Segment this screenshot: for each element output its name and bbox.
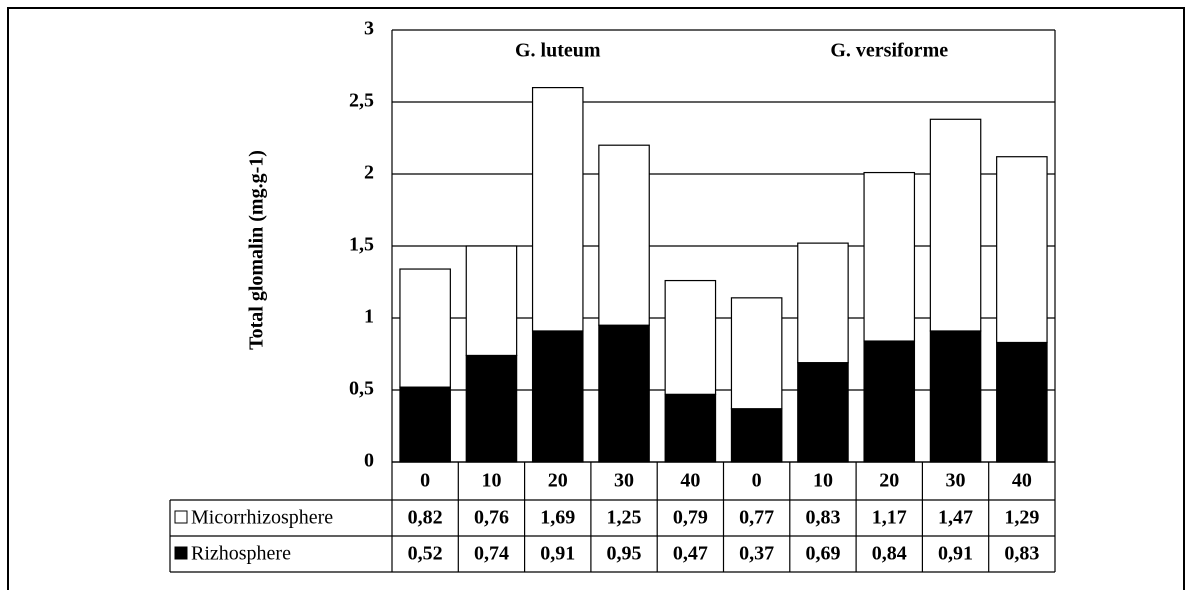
legend-swatch [174, 546, 188, 560]
bar-segment [929, 118, 982, 332]
bar-segment [664, 279, 717, 395]
data-label: 1,25 [607, 507, 642, 529]
x-tick-label: 0 [752, 470, 762, 492]
y-tick-label: 1,5 [349, 234, 374, 256]
bar-segment [531, 330, 584, 463]
data-label: 0,69 [805, 543, 840, 565]
y-tick-label: 0 [364, 450, 374, 472]
bar-segment [730, 408, 783, 463]
data-label: 1,47 [938, 507, 973, 529]
data-label: 0,47 [673, 543, 708, 565]
x-tick-label: 40 [680, 470, 700, 492]
data-label: 0,76 [474, 507, 509, 529]
bar-segment [664, 393, 717, 463]
annotation: G. versiforme [830, 40, 948, 62]
x-tick-label: 20 [879, 470, 899, 492]
bar-segment [598, 144, 650, 326]
bar-segment [863, 340, 916, 463]
y-axis-label: Total glomalin (mg.g-1) [246, 150, 268, 350]
x-tick-label: 40 [1012, 470, 1032, 492]
x-tick-label: 30 [614, 470, 634, 492]
data-label: 0,83 [805, 507, 840, 529]
data-label: 0,52 [408, 543, 443, 565]
data-label: 0,95 [607, 543, 642, 565]
bar-segment [465, 245, 518, 357]
bar-segment [465, 354, 518, 463]
x-tick-label: 20 [548, 470, 568, 492]
bar-segment [797, 362, 849, 463]
bar-segment [797, 242, 849, 364]
data-label: 0,37 [739, 543, 774, 565]
bar-segment [996, 341, 1048, 463]
data-label: 1,69 [540, 507, 575, 529]
x-tick-label: 0 [420, 470, 430, 492]
y-tick-label: 0,5 [349, 378, 374, 400]
bar-segment [399, 268, 451, 388]
data-label: 0,74 [474, 543, 509, 565]
y-tick-label: 2 [364, 162, 374, 184]
data-label: 0,91 [540, 543, 575, 565]
bar-segment [996, 156, 1048, 344]
data-label: 0,82 [408, 507, 443, 529]
annotation: G. luteum [515, 40, 601, 62]
data-label: 1,17 [872, 507, 907, 529]
y-tick-label: 2,5 [349, 90, 374, 112]
data-label: 0,77 [739, 507, 774, 529]
data-label: 0,83 [1004, 543, 1039, 565]
data-label: 0,79 [673, 507, 708, 529]
data-label: 0,84 [872, 543, 907, 565]
data-label: 0,91 [938, 543, 973, 565]
y-tick-label: 3 [364, 18, 374, 40]
bar-segment [929, 330, 982, 463]
bar-segment [730, 297, 783, 410]
legend-label: Rizhosphere [191, 543, 291, 565]
bar-segment [531, 86, 584, 332]
legend-swatch [174, 510, 188, 524]
data-label: 1,29 [1004, 507, 1039, 529]
x-tick-label: 30 [946, 470, 966, 492]
legend-label: Micorrhizosphere [191, 507, 333, 529]
bar-segment [399, 386, 451, 463]
bar-segment [863, 171, 916, 342]
y-tick-label: 1 [364, 306, 374, 328]
bar-segment [598, 324, 650, 463]
frame [7, 7, 1185, 590]
x-tick-label: 10 [481, 470, 501, 492]
x-tick-label: 10 [813, 470, 833, 492]
